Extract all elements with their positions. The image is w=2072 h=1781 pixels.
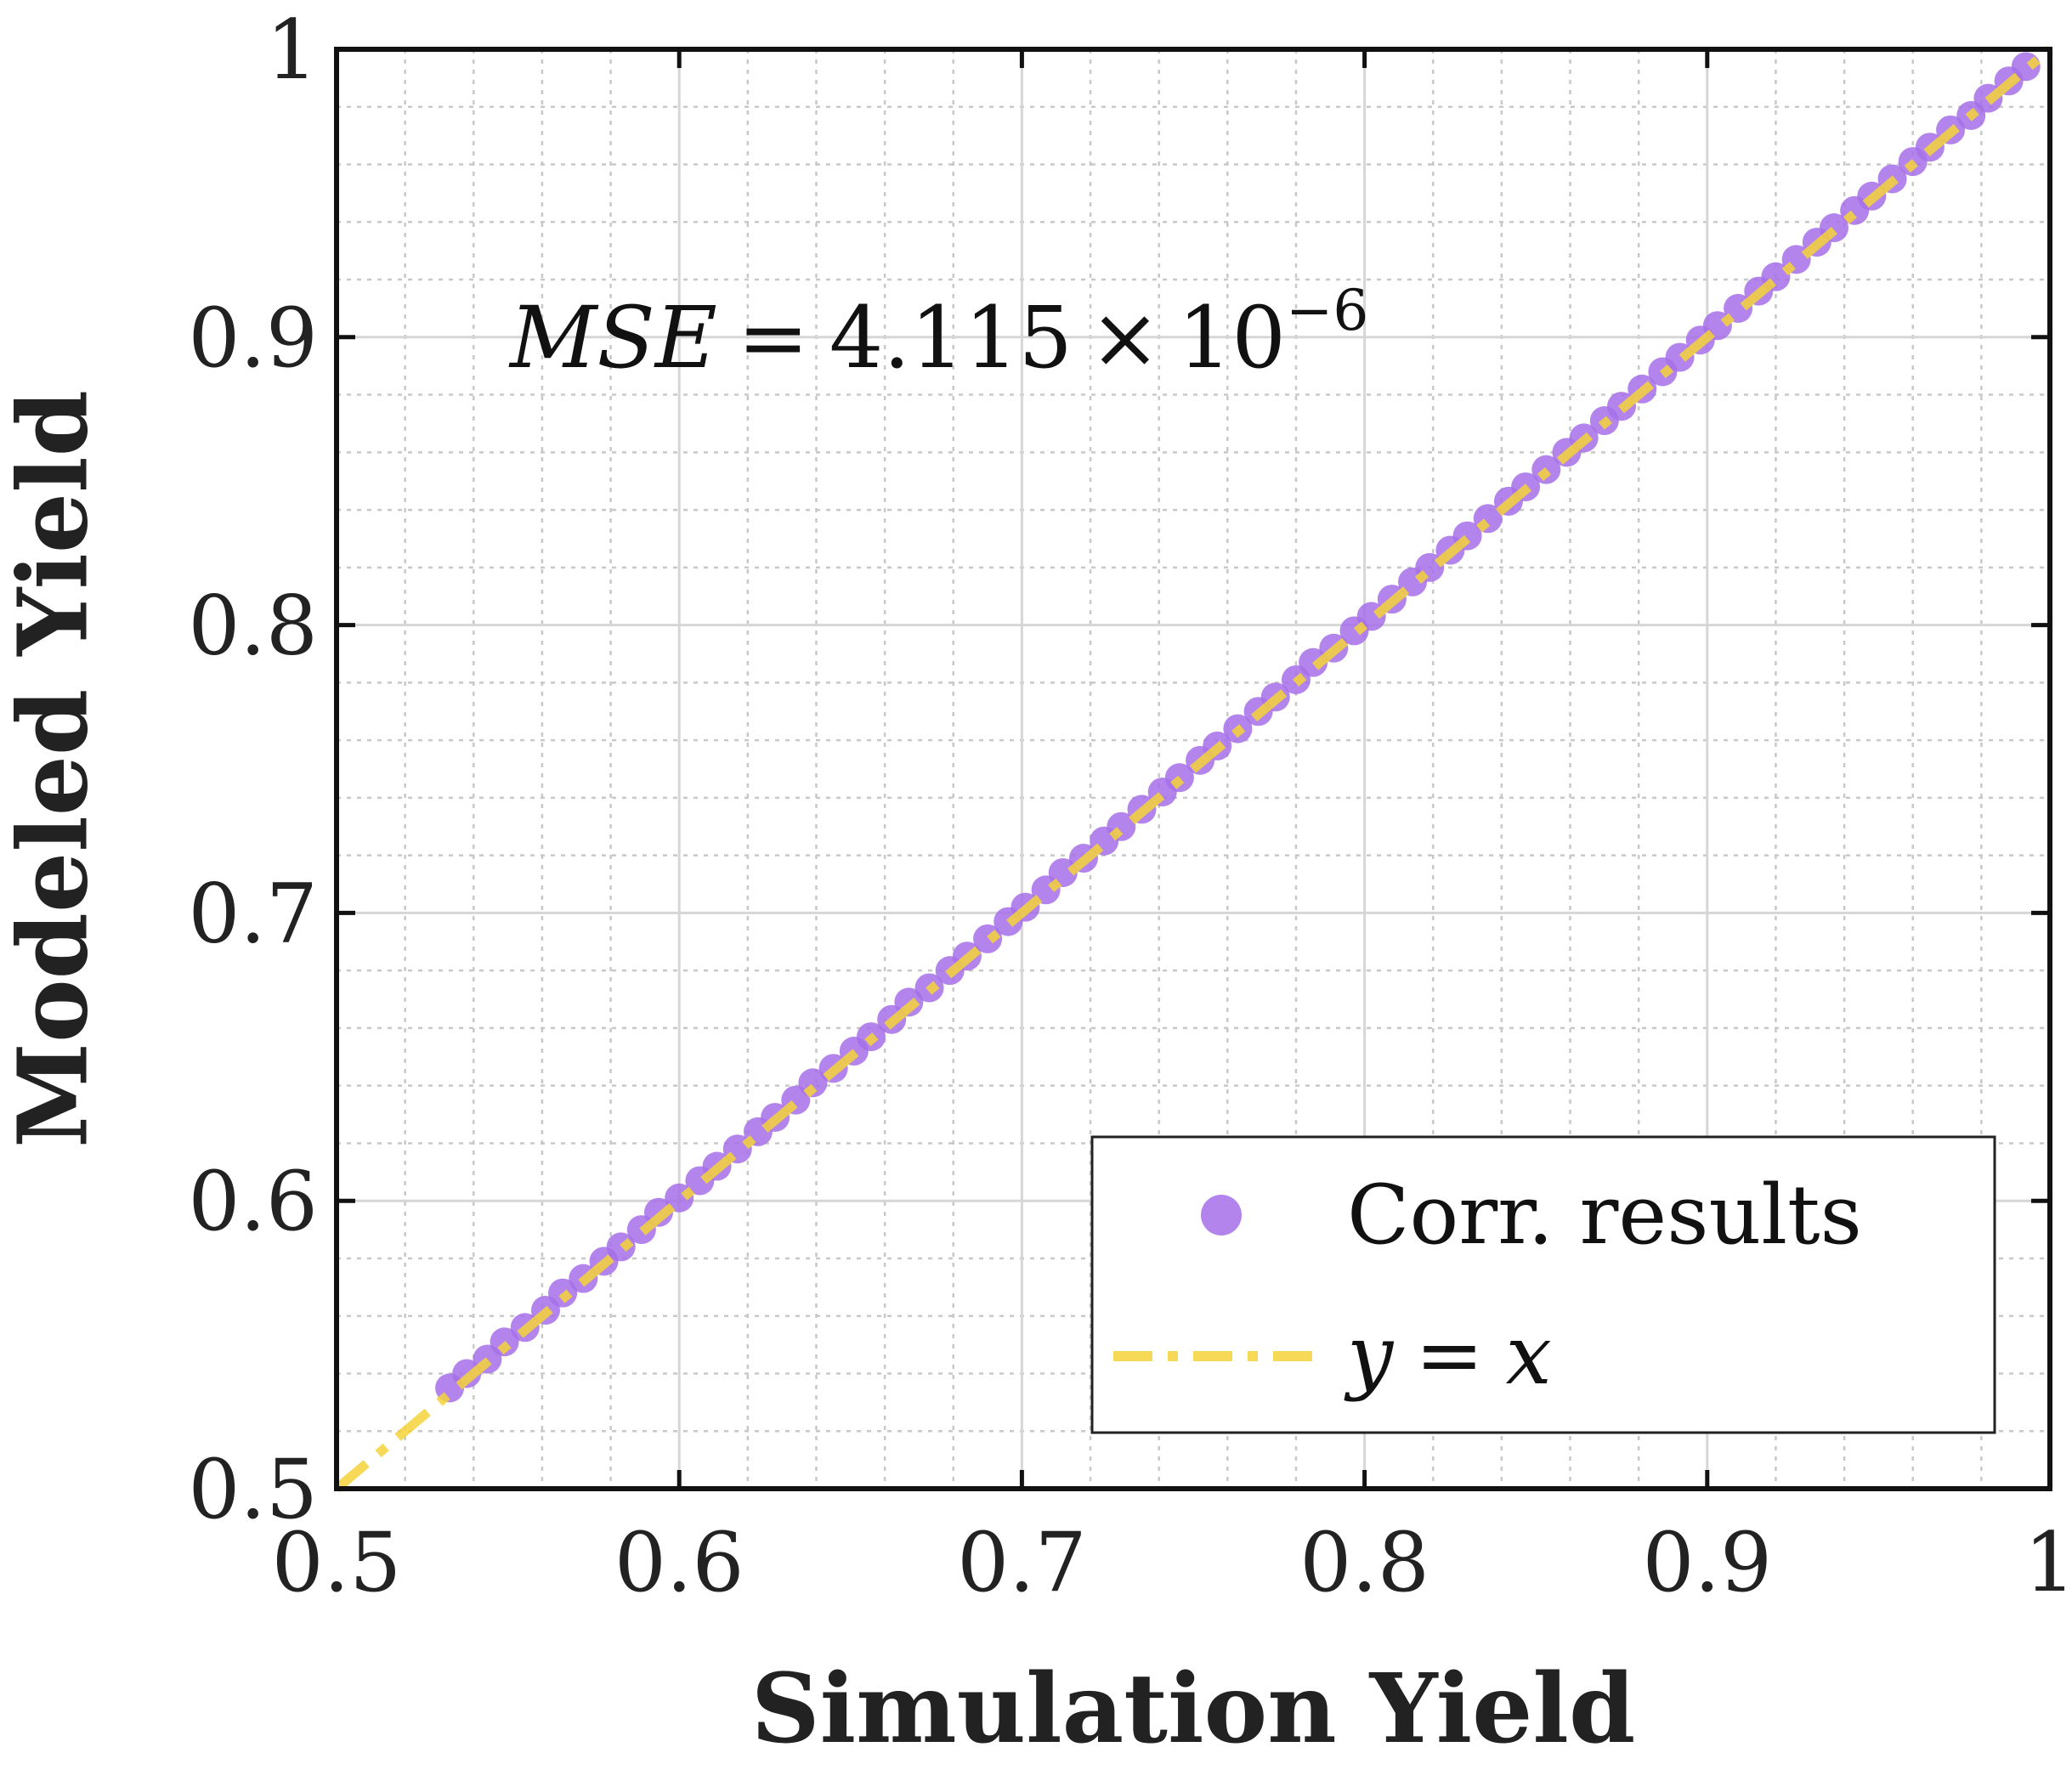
legend-label-corr-results: Corr. results: [1347, 1168, 1862, 1263]
legend-label-eq: =: [1415, 1308, 1483, 1403]
axis-ticks: [334, 47, 2052, 1491]
mse-mantissa: 4.115: [829, 288, 1073, 387]
x-tick-labels: 0.5 0.6 0.7 0.8 0.9 1: [272, 1515, 2072, 1610]
plot-area-frame: [334, 47, 2052, 1491]
legend-label-x-var: x: [1506, 1308, 1552, 1403]
mse-exponent: −6: [1286, 278, 1368, 343]
legend-box: [1090, 1135, 1996, 1434]
x-tick-label: 1: [2024, 1515, 2072, 1610]
y-axis-title: Modeled Yield: [0, 390, 109, 1148]
x-tick-label: 0.8: [1299, 1515, 1429, 1610]
series-lines: [333, 45, 2053, 1493]
legend-marker-corr-results: [1201, 1195, 1242, 1235]
y-tick-label: 0.5: [188, 1442, 318, 1537]
reference-line-y-equals-x: [333, 45, 2053, 1493]
legend-label-y-equals-x: y = x: [1344, 1308, 1552, 1403]
y-tick-labels: 0.5 0.6 0.7 0.8 0.9 1: [188, 3, 318, 1537]
minor-grid: [337, 49, 2050, 1489]
x-tick-label: 0.9: [1642, 1515, 1772, 1610]
legend: Corr. results y = x: [1090, 1135, 1996, 1434]
mse-label: MSE: [508, 288, 717, 387]
x-tick-label: 0.7: [957, 1515, 1087, 1610]
y-tick-label: 1: [266, 3, 318, 98]
major-grid: [337, 49, 2050, 1489]
y-tick-label: 0.8: [188, 579, 318, 674]
y-tick-label: 0.6: [188, 1154, 318, 1249]
y-tick-label: 0.7: [188, 866, 318, 961]
mse-annotation: MSE = 4.115 × 10−6: [508, 278, 1368, 387]
y-tick-label: 0.9: [188, 291, 318, 386]
x-tick-label: 0.5: [272, 1515, 402, 1610]
x-tick-label: 0.6: [614, 1515, 744, 1610]
mse-base: 10: [1178, 288, 1286, 387]
x-axis-title: Simulation Yield: [751, 1654, 1636, 1765]
mse-times: ×: [1090, 288, 1161, 387]
legend-label-y-var: y: [1344, 1308, 1395, 1403]
